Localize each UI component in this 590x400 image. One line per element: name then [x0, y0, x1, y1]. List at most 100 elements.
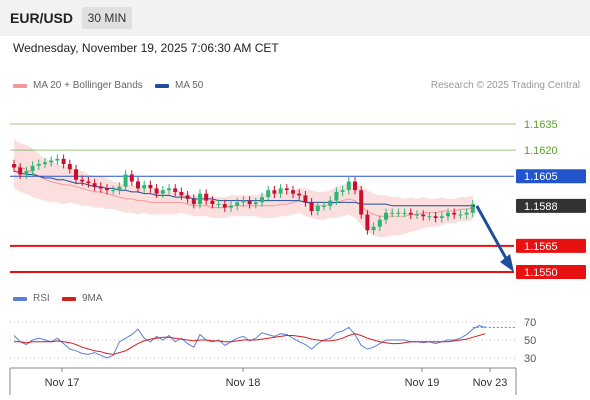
candle-body-63 [402, 212, 407, 214]
candle-body-62 [396, 212, 401, 214]
candle-body-44 [284, 188, 289, 191]
candle-body-50 [322, 205, 326, 207]
timeframe-button[interactable]: 30 MIN [82, 7, 132, 29]
forecast-arrow-head [500, 254, 514, 272]
candle-body-65 [415, 214, 419, 216]
rsi-tick-1: 50 [524, 335, 536, 347]
candle-body-64 [408, 212, 413, 215]
candle-body-4 [36, 164, 41, 166]
x-tick-2: Nov 19 [405, 377, 440, 389]
level-label-0: 1.1635 [524, 119, 558, 131]
candle-body-42 [272, 190, 277, 194]
candle-body-59 [377, 219, 382, 227]
candle-body-14 [98, 186, 103, 189]
rsi-tick-0: 70 [524, 317, 536, 329]
candle-body-55 [353, 181, 357, 191]
candle-body-48 [309, 202, 314, 212]
candle-body-27 [179, 191, 184, 196]
candle-body-37 [241, 200, 246, 203]
header-bar: EUR/USD 30 MIN [0, 0, 590, 36]
candle-body-35 [229, 205, 233, 208]
bollinger-band [14, 139, 473, 238]
datetime-label: Wednesday, November 19, 2025 7:06:30 AM … [13, 41, 279, 55]
candle-body-9 [67, 164, 72, 170]
rsi-line [13, 325, 486, 359]
level-label-1: 1.1620 [524, 145, 558, 157]
level-label-box-3 [516, 198, 586, 213]
candle-body-34 [222, 204, 227, 208]
candle-body-52 [334, 191, 339, 201]
candle-body-7 [55, 158, 60, 161]
candle-body-71 [452, 212, 457, 215]
candle-body-68 [433, 216, 438, 219]
candle-body-69 [439, 216, 444, 219]
candle-body-24 [160, 190, 165, 194]
candle-body-49 [315, 205, 320, 212]
candle-body-36 [235, 202, 240, 206]
candle-body-54 [346, 181, 351, 191]
candle-body-32 [210, 200, 215, 205]
rsi-legend-swatch [13, 297, 27, 301]
candle-body-74 [470, 204, 475, 213]
candle-body-38 [247, 200, 252, 205]
level-label-box-2 [516, 169, 586, 184]
candle-body-70 [446, 212, 450, 217]
level-label-5: 1.1550 [524, 267, 558, 279]
candle-body-45 [291, 190, 295, 194]
level-label-box-4 [516, 238, 586, 253]
candle-body-40 [260, 197, 264, 203]
candle-body-60 [384, 212, 388, 220]
rsi9-legend-swatch [62, 297, 76, 301]
candle-body-41 [266, 190, 271, 198]
x-tick-3: Nov 23 [473, 377, 508, 389]
candle-body-18 [123, 174, 128, 187]
candle-body-30 [198, 193, 202, 205]
candle-body-8 [61, 158, 66, 165]
level-label-3: 1.1588 [524, 201, 558, 213]
candle-body-28 [185, 195, 190, 199]
candle-body-0 [12, 164, 16, 168]
rsi-ma9-line [14, 333, 486, 355]
x-tick-1: Nov 18 [226, 377, 261, 389]
candle-body-3 [30, 165, 35, 172]
level-label-box-5 [516, 265, 586, 279]
candle-body-47 [303, 195, 308, 203]
candle-body-25 [167, 188, 171, 191]
candle-body-21 [142, 184, 147, 189]
candle-body-57 [365, 214, 370, 231]
rsi-legend-label: RSI [33, 293, 50, 304]
candle-body-53 [340, 190, 345, 192]
rsi-tick-2: 30 [524, 353, 536, 365]
candle-body-43 [278, 188, 283, 194]
credit-label: Research © 2025 Trading Central [430, 80, 580, 91]
candle-body-5 [43, 162, 47, 165]
candle-body-58 [371, 226, 376, 231]
candle-body-61 [390, 212, 395, 214]
candle-body-29 [191, 198, 196, 205]
candle-body-33 [216, 204, 221, 206]
candle-body-26 [173, 188, 178, 192]
candle-body-2 [24, 171, 29, 175]
candle-body-31 [204, 193, 209, 201]
candle-body-16 [111, 190, 116, 192]
candle-body-6 [49, 160, 54, 163]
candle-body-19 [129, 174, 134, 182]
candle-body-67 [427, 216, 432, 218]
candle-body-20 [136, 181, 140, 189]
ma20-legend-label: MA 20 + Bollinger Bands [33, 80, 143, 91]
forecast-arrow-shaft [475, 205, 510, 263]
candle-body-66 [421, 214, 426, 217]
candle-body-56 [359, 190, 364, 215]
ma50-legend-label: MA 50 [175, 80, 204, 91]
candle-body-23 [154, 188, 159, 194]
candle-body-72 [458, 214, 463, 216]
candle-body-13 [92, 183, 97, 187]
candle-body-10 [74, 169, 78, 180]
candle-body-46 [297, 193, 302, 196]
candle-body-15 [105, 188, 109, 191]
ma20-legend-swatch [13, 84, 27, 88]
candle-body-11 [80, 179, 85, 182]
candle-body-22 [148, 184, 153, 189]
level-label-4: 1.1565 [524, 241, 558, 253]
